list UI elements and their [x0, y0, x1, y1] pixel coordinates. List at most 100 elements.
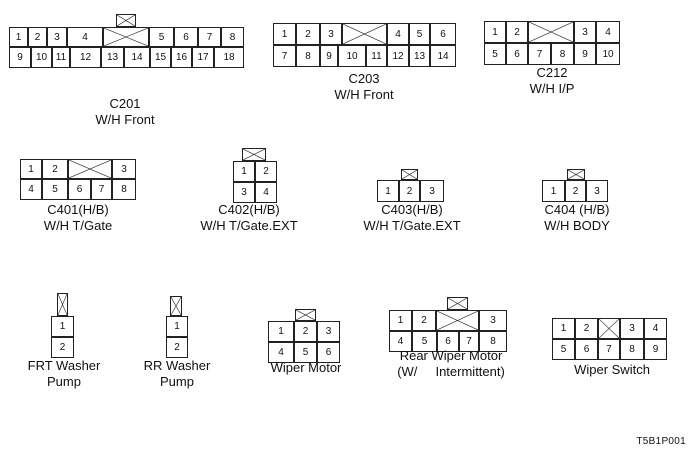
- pin-cell: 10: [596, 43, 620, 65]
- pin-cell: 5: [412, 331, 437, 352]
- connector-name: RR Washer: [143, 358, 211, 373]
- pin-cell: 2: [28, 27, 47, 47]
- pin-cell: 4: [387, 23, 409, 45]
- pin-cell: 14: [124, 47, 150, 68]
- pin-cell: 9: [574, 43, 596, 65]
- connector-name: Wiper Switch: [574, 362, 650, 377]
- pin-cell: 10: [338, 45, 366, 67]
- connector-latch-icon: [57, 293, 68, 316]
- pin-cell: 2: [42, 159, 68, 179]
- pin-cell: 6: [437, 331, 459, 352]
- pin-cell: 8: [112, 179, 136, 200]
- pin-cell: 7: [91, 179, 112, 200]
- pin-cell: 12: [70, 47, 101, 68]
- connector-latch-icon: [242, 148, 266, 161]
- connector-harness: W/H T/Gate: [43, 218, 113, 233]
- connector-harness: W/H BODY: [544, 218, 610, 233]
- pin-cell: 1: [273, 23, 296, 45]
- connector-name: C403(H/B): [381, 202, 443, 217]
- connector-label: C404 (H/B) W/H BODY: [544, 202, 610, 234]
- pin-cell: 2: [296, 23, 320, 45]
- connector-label: C403(H/B) W/H T/Gate.EXT: [363, 202, 460, 234]
- pin-cell: 1: [9, 27, 28, 47]
- connector-harness: W/H I/P: [529, 81, 575, 96]
- pin-cell: 8: [221, 27, 244, 47]
- blank-cavity: [436, 310, 479, 331]
- pin-cell: 2: [255, 161, 277, 182]
- blank-cavity: [68, 159, 112, 179]
- pin-cell: 18: [214, 47, 244, 68]
- pin-cell: 3: [574, 21, 596, 43]
- connector-name: C401(H/B): [47, 202, 109, 217]
- pin-cell: 9: [9, 47, 31, 68]
- connector-name: C402(H/B): [218, 202, 280, 217]
- pin-cell: 3: [47, 27, 67, 47]
- pin-cell: 14: [430, 45, 456, 67]
- connector-latch-icon: [295, 309, 316, 321]
- connector-label: C212 W/H I/P: [530, 65, 575, 97]
- pin-cell: 1: [268, 321, 294, 342]
- pin-cell: 5: [484, 43, 506, 65]
- pin-cell: 6: [506, 43, 528, 65]
- connector-label: FRT Washer Pump: [28, 358, 101, 390]
- pin-cell: 4: [644, 318, 667, 339]
- pin-cell: 13: [101, 47, 124, 68]
- pin-cell: 1: [166, 316, 188, 337]
- pin-cell: 7: [528, 43, 551, 65]
- pin-cell: 13: [409, 45, 430, 67]
- blank-cavity: [342, 23, 387, 45]
- connector-latch-icon: [401, 169, 418, 180]
- pin-cell: 6: [575, 339, 598, 360]
- blank-cavity: [103, 27, 149, 47]
- connector-label: C203 W/H Front: [334, 71, 393, 103]
- pin-cell: 1: [233, 161, 255, 182]
- connector-harness: (W/ Intermittent): [397, 364, 505, 379]
- connector-name: Wiper Motor: [270, 360, 342, 375]
- pin-cell: 10: [31, 47, 52, 68]
- blank-cavity: [598, 318, 620, 339]
- pin-cell: 8: [479, 331, 507, 352]
- blank-cavity: [528, 21, 574, 43]
- pin-cell: 7: [598, 339, 620, 360]
- pin-cell: 2: [294, 321, 317, 342]
- pin-cell: 12: [387, 45, 409, 67]
- pin-cell: 4: [255, 182, 277, 203]
- pin-cell: 7: [198, 27, 221, 47]
- pin-cell: 5: [149, 27, 174, 47]
- pin-cell: 3: [112, 159, 136, 179]
- pin-cell: 2: [412, 310, 436, 331]
- pin-cell: 3: [586, 180, 608, 202]
- pin-cell: 3: [233, 182, 255, 203]
- pin-cell: 1: [542, 180, 565, 202]
- connector-name: C203: [348, 71, 380, 86]
- pin-cell: 3: [479, 310, 507, 331]
- pin-cell: 5: [552, 339, 575, 360]
- pin-cell: 1: [484, 21, 506, 43]
- pin-cell: 4: [20, 179, 42, 200]
- connector-latch-icon: [116, 14, 136, 27]
- connector-harness: W/H Front: [95, 112, 155, 127]
- pin-cell: 3: [420, 180, 444, 202]
- pin-cell: 2: [166, 337, 188, 358]
- pin-cell: 8: [296, 45, 320, 67]
- pin-cell: 4: [596, 21, 620, 43]
- pin-cell: 5: [294, 342, 317, 363]
- connector-label: Wiper Motor: [271, 360, 342, 376]
- pin-cell: 6: [174, 27, 198, 47]
- pin-cell: 2: [399, 180, 420, 202]
- pin-cell: 4: [389, 331, 412, 352]
- pin-cell: 4: [268, 342, 294, 363]
- pin-cell: 9: [320, 45, 338, 67]
- pin-cell: 15: [150, 47, 171, 68]
- pin-cell: 3: [320, 23, 342, 45]
- pin-cell: 6: [68, 179, 91, 200]
- connector-name: C404 (H/B): [544, 202, 610, 217]
- connector-label: C402(H/B) W/H T/Gate.EXT: [200, 202, 297, 234]
- pin-cell: 1: [20, 159, 42, 179]
- connector-label: C401(H/B) W/H T/Gate: [44, 202, 112, 234]
- pin-cell: 1: [377, 180, 399, 202]
- pin-cell: 1: [552, 318, 575, 339]
- pin-cell: 11: [366, 45, 387, 67]
- pin-cell: 11: [52, 47, 70, 68]
